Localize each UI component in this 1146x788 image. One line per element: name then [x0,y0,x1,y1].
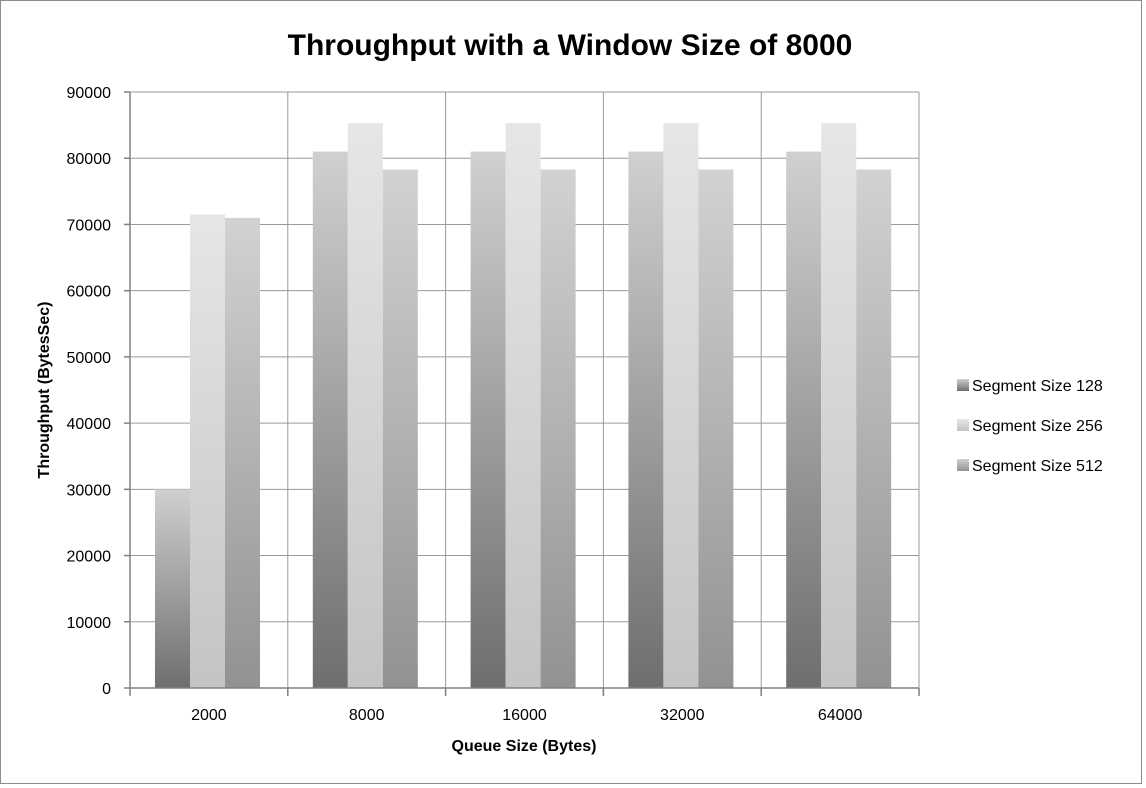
bar-segment-size-256-8000 [347,123,383,688]
x-tick-label: 64000 [818,707,863,724]
bar-segment-size-256-64000 [821,123,857,688]
x-tick-label: 2000 [191,707,227,724]
bar-segment-size-256-16000 [505,123,541,688]
chart-title: Throughput with a Window Size of 8000 [288,29,853,62]
y-tick-label: 70000 [67,217,112,234]
bar-segment-size-512-32000 [698,169,734,689]
bar-segment-size-256-32000 [663,123,699,688]
bar-segment-size-512-8000 [382,169,418,689]
y-tick-label: 80000 [67,151,112,168]
x-tick-label: 8000 [349,707,385,724]
x-tick-labels: 2000 8000 16000 32000 64000 [191,707,862,724]
legend-swatch [957,419,969,431]
bar-segment-size-512-2000 [225,217,260,689]
y-axis-label: Throughput (BytesSec) [36,302,53,479]
y-tick-label: 40000 [67,416,112,433]
y-tick-label: 90000 [67,85,112,102]
bar-segment-size-128-2000 [155,489,190,688]
bar-segment-size-512-64000 [856,169,892,689]
y-tick-label: 30000 [67,482,112,499]
y-tick-label: 10000 [67,615,112,632]
bar-segment-size-512-16000 [540,169,576,689]
legend-swatch [957,379,969,391]
bars [155,123,892,689]
legend-label: Segment Size 128 [972,378,1103,395]
y-tick-label: 50000 [67,350,112,367]
y-tick-label: 0 [102,681,111,698]
legend-label: Segment Size 256 [972,418,1103,435]
legend-label: Segment Size 512 [972,458,1103,475]
x-tick-label: 16000 [502,707,547,724]
y-tick-label: 20000 [67,549,112,566]
axes [124,91,920,696]
y-tick-label: 60000 [67,284,112,301]
bar-segment-size-256-2000 [190,214,225,688]
legend: Segment Size 128 Segment Size 256 Segment … [957,378,1103,475]
x-tick-label: 32000 [660,707,705,724]
bar-segment-size-128-8000 [312,151,348,689]
bar-segment-size-128-64000 [786,151,822,689]
bar-segment-size-128-32000 [628,151,664,689]
x-axis-label: Queue Size (Bytes) [452,738,597,755]
y-tick-labels: 0 10000 20000 30000 40000 50000 60000 70000 8000… [67,85,112,698]
legend-swatch [957,459,969,471]
bar-segment-size-128-16000 [470,151,506,689]
